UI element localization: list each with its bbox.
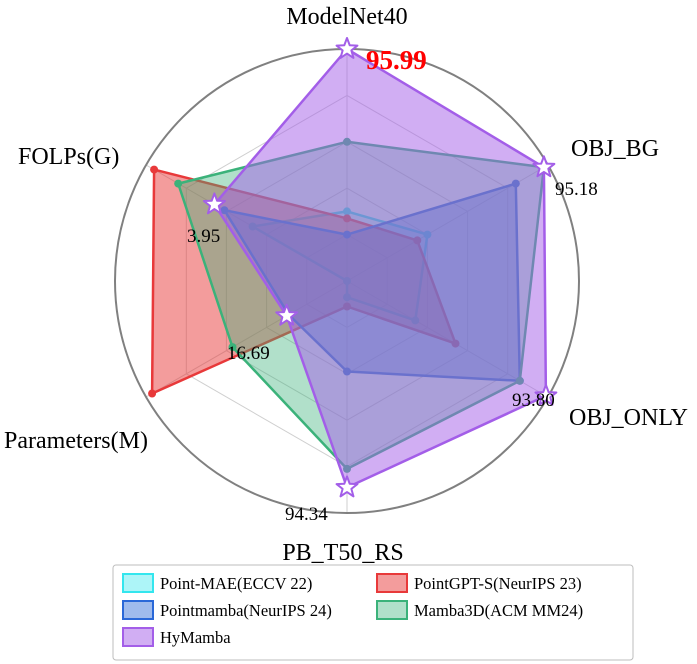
legend-swatch-hymamba (122, 627, 154, 647)
point-hymamba-modelnet40 (335, 37, 359, 59)
legend: Point-MAE(ECCV 22) PointGPT-S(NeurIPS 23)… (112, 564, 634, 661)
legend-item-point-mae-eccv-22: Point-MAE(ECCV 22) (122, 573, 312, 593)
point-mamba3d-acm-mm24-parameters-m (228, 343, 237, 352)
legend-label-pointmamba-neurips-24: Pointmamba(NeurIPS 24) (160, 601, 332, 620)
axis-label-folps-g: FOLPs(G) (18, 144, 119, 170)
legend-label-hymamba: HyMamba (160, 628, 231, 647)
series-area-hymamba (213, 47, 548, 489)
axis-label-parameters-m: Parameters(M) (4, 428, 148, 454)
axis-label-obj-bg: OBJ_BG (571, 136, 659, 162)
radar-labels: ModelNet40 OBJ_BG OBJ_ONLY PB_T50_RS Paramet… (4, 4, 688, 566)
axis-label-modelnet40: ModelNet40 (286, 4, 407, 30)
point-mamba3d-acm-mm24-folps-g (174, 179, 183, 188)
value-label-pb-t50-rs: 94.34 (285, 504, 328, 525)
legend-item-pointgpt-s-neurips-23: PointGPT-S(NeurIPS 23) (376, 573, 582, 593)
legend-swatch-point-mae-eccv-22 (122, 573, 154, 593)
series-hymamba (202, 37, 558, 498)
value-label-obj-bg: 95.18 (555, 179, 598, 200)
point-hymamba-parameters-m (275, 303, 299, 326)
value-label-obj-only: 93.80 (512, 390, 555, 411)
point-hymamba-obj-bg (532, 155, 556, 178)
value-label-modelnet40: 95.99 (366, 45, 427, 75)
legend-label-point-mae-eccv-22: Point-MAE(ECCV 22) (160, 574, 312, 593)
legend-item-mamba3d-acm-mm24: Mamba3D(ACM MM24) (376, 600, 583, 620)
radar-series (148, 37, 558, 498)
point-hymamba-pb-t50-rs (335, 475, 359, 498)
point-pointgpt-s-neurips-23-folps-g (150, 165, 159, 174)
legend-box (112, 564, 634, 661)
legend-label-pointgpt-s-neurips-23: PointGPT-S(NeurIPS 23) (414, 574, 582, 593)
axis-label-pb-t50-rs: PB_T50_RS (282, 540, 403, 566)
point-hymamba-folps-g (202, 192, 226, 215)
axis-label-obj-only: OBJ_ONLY (569, 405, 688, 431)
legend-swatch-pointgpt-s-neurips-23 (376, 573, 408, 593)
legend-item-pointmamba-neurips-24: Pointmamba(NeurIPS 24) (122, 600, 332, 620)
legend-item-hymamba: HyMamba (122, 627, 231, 647)
legend-swatch-pointmamba-neurips-24 (122, 600, 154, 620)
legend-label-mamba3d-acm-mm24: Mamba3D(ACM MM24) (414, 601, 583, 620)
value-label-parameters-m: 16.69 (227, 343, 270, 364)
legend-swatch-mamba3d-acm-mm24 (376, 600, 408, 620)
point-pointgpt-s-neurips-23-parameters-m (148, 389, 157, 398)
point-hymamba-obj-only (534, 383, 558, 406)
value-label-folps-g: 3.95 (187, 226, 220, 247)
